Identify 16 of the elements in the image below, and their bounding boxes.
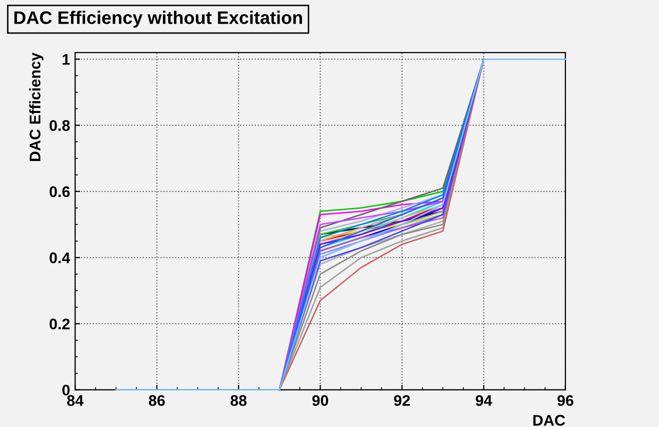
x-tick-label: 94 — [476, 395, 492, 406]
x-axis-title: DAC — [533, 414, 566, 426]
y-tick-label: 0 — [62, 384, 70, 396]
x-tick-label: 86 — [148, 395, 165, 406]
chart-title: DAC Efficiency without Excitation — [14, 10, 302, 28]
y-tick-label: 1 — [62, 54, 70, 65]
x-tick-label: 88 — [230, 395, 247, 406]
x-tick-label: 90 — [312, 395, 328, 406]
y-axis-title: DAC Efficiency — [29, 52, 44, 162]
y-tick-label: 0.8 — [50, 120, 70, 131]
x-tick-label: 84 — [67, 395, 84, 406]
y-tick-label: 0.4 — [50, 252, 70, 264]
y-tick-label: 0.6 — [50, 186, 70, 198]
x-tick-label: 96 — [557, 395, 574, 406]
x-tick-label: 92 — [394, 395, 410, 406]
y-tick-label: 0.2 — [50, 318, 70, 330]
